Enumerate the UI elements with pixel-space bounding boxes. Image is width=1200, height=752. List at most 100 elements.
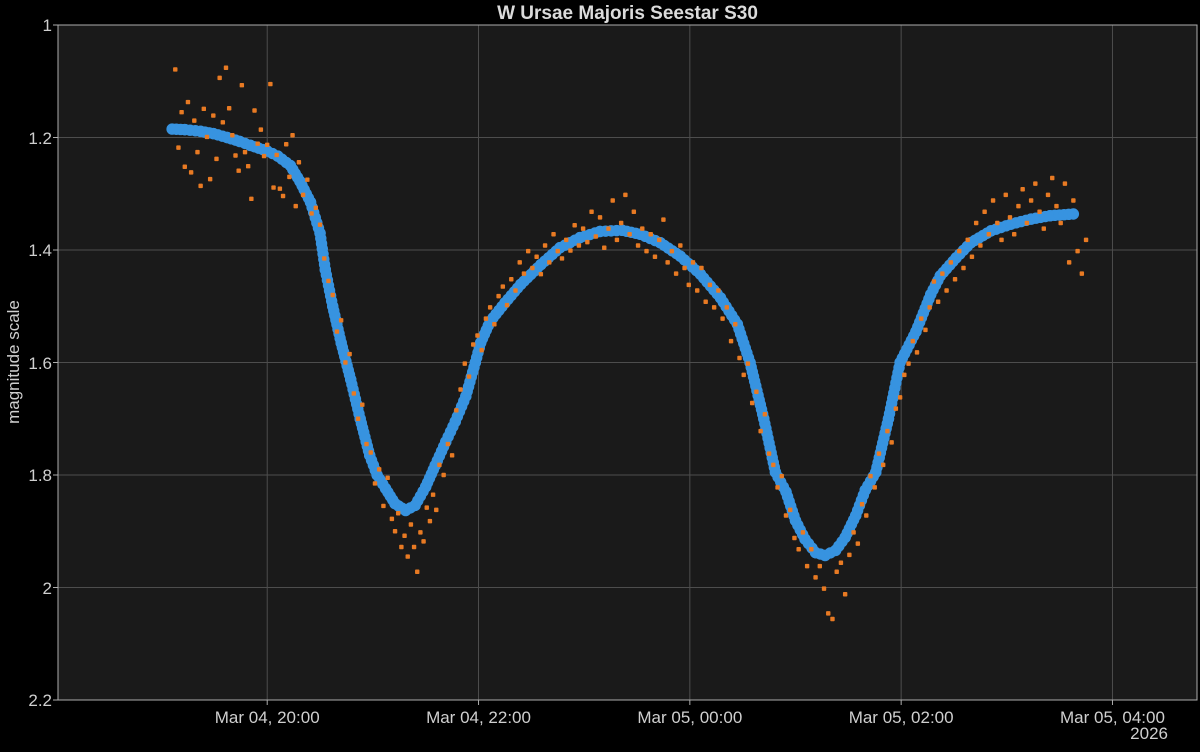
- observation-point: [935, 299, 941, 304]
- observation-point: [360, 402, 365, 407]
- observation-point: [1066, 260, 1072, 265]
- observation-point: [313, 205, 319, 211]
- observation-point: [534, 254, 539, 259]
- observation-point: [239, 82, 245, 88]
- observation-point: [627, 232, 632, 237]
- observation-point: [597, 215, 603, 220]
- observation-point: [1079, 271, 1085, 276]
- observation-point: [347, 351, 352, 357]
- observation-point: [1050, 175, 1055, 181]
- observation-point: [838, 560, 844, 565]
- observation-point: [293, 203, 298, 209]
- observation-point: [188, 170, 194, 175]
- observation-point: [330, 292, 335, 298]
- observation-point: [648, 232, 653, 237]
- observation-point: [226, 106, 232, 111]
- observation-point: [517, 260, 522, 265]
- observation-point: [274, 152, 279, 158]
- observation-point: [999, 237, 1004, 243]
- observation-point: [233, 153, 238, 158]
- observation-point: [745, 361, 751, 366]
- observation-point: [471, 342, 476, 347]
- observation-point: [990, 198, 996, 203]
- observation-point: [800, 530, 806, 535]
- observation-point: [214, 156, 219, 162]
- observation-point: [973, 220, 979, 226]
- observation-point: [779, 473, 784, 479]
- observation-point: [249, 196, 254, 202]
- observation-point: [415, 569, 420, 574]
- observation-point: [754, 389, 759, 394]
- observation-point: [640, 226, 645, 231]
- y-tick-label: 1.4: [28, 241, 52, 260]
- observation-point: [965, 237, 970, 243]
- observation-point: [355, 416, 361, 421]
- observation-point: [572, 223, 577, 228]
- observation-point: [462, 361, 467, 366]
- observation-point: [728, 338, 734, 344]
- observation-point: [530, 265, 535, 271]
- observation-point: [207, 176, 213, 182]
- observation-point: [1007, 215, 1013, 220]
- observation-point: [809, 547, 814, 552]
- observation-point: [919, 316, 924, 321]
- observation-point: [223, 65, 229, 70]
- observation-point: [176, 145, 181, 150]
- observation-point: [458, 387, 463, 392]
- observation-point: [1075, 248, 1080, 254]
- observation-point: [585, 239, 590, 245]
- observation-point: [914, 350, 920, 355]
- observation-point: [220, 120, 226, 125]
- y-tick-label: 1.6: [28, 353, 52, 373]
- observation-point: [258, 127, 264, 132]
- observation-point: [385, 475, 390, 481]
- y-tick-label: 1.2: [28, 128, 52, 148]
- observation-point: [287, 174, 292, 180]
- observation-point: [1003, 192, 1008, 198]
- observation-point: [766, 451, 772, 456]
- observation-point: [483, 316, 489, 321]
- observation-point: [372, 481, 378, 486]
- x-axis-year-label: 2026: [1130, 724, 1168, 743]
- observation-point: [826, 611, 831, 616]
- observation-point: [351, 391, 357, 396]
- y-tick-label: 2.2: [28, 691, 52, 710]
- observation-point: [775, 485, 780, 490]
- observation-point: [927, 305, 932, 310]
- observation-point: [948, 260, 954, 265]
- observation-point: [762, 412, 768, 417]
- observation-point: [682, 265, 687, 271]
- observation-point: [1012, 232, 1017, 237]
- observation-point: [389, 516, 395, 522]
- observation-point: [631, 209, 637, 214]
- observation-point: [804, 563, 810, 569]
- observation-point: [796, 547, 801, 552]
- observation-point: [525, 248, 531, 254]
- observation-point: [1054, 203, 1059, 209]
- observation-point: [255, 141, 260, 146]
- observation-point: [492, 322, 497, 327]
- observation-point: [1016, 203, 1021, 209]
- observation-point: [173, 67, 178, 72]
- observation-point: [889, 440, 894, 445]
- observation-point: [868, 473, 873, 479]
- observation-point: [217, 75, 222, 81]
- observation-point: [317, 222, 323, 227]
- observation-point: [847, 552, 852, 558]
- observation-point: [434, 507, 439, 513]
- observation-point: [982, 209, 987, 214]
- observation-point: [290, 133, 295, 138]
- observation-point: [179, 109, 184, 115]
- observation-point: [576, 243, 582, 248]
- observation-point: [338, 318, 344, 323]
- observation-point: [758, 428, 763, 434]
- observation-point: [396, 511, 401, 516]
- observation-point: [284, 142, 289, 147]
- observation-point: [437, 462, 442, 468]
- observation-point: [902, 372, 907, 378]
- observation-point: [381, 503, 386, 509]
- observation-point: [969, 254, 975, 259]
- observation-point: [741, 372, 746, 378]
- observation-point: [265, 142, 270, 148]
